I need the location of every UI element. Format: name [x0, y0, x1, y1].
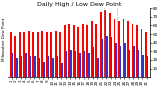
- Bar: [91, 21, 93, 77]
- Bar: [87, 25, 88, 77]
- Bar: [147, 56, 148, 77]
- Bar: [34, 56, 36, 77]
- Bar: [127, 21, 129, 77]
- Bar: [104, 10, 106, 77]
- Bar: [75, 51, 76, 77]
- Bar: [14, 36, 16, 77]
- Bar: [55, 31, 57, 77]
- Bar: [115, 43, 117, 77]
- Bar: [102, 39, 103, 77]
- Bar: [21, 56, 22, 77]
- Bar: [73, 25, 75, 77]
- Bar: [132, 24, 133, 77]
- Bar: [23, 32, 25, 77]
- Bar: [140, 29, 142, 77]
- Bar: [118, 21, 120, 77]
- Bar: [100, 12, 102, 77]
- Bar: [39, 58, 40, 77]
- Bar: [46, 32, 48, 77]
- Text: Milwaukee Dew Point: Milwaukee Dew Point: [2, 17, 6, 61]
- Bar: [124, 43, 126, 77]
- Bar: [97, 58, 99, 77]
- Bar: [32, 32, 34, 77]
- Bar: [60, 32, 61, 77]
- Bar: [82, 24, 84, 77]
- Bar: [25, 53, 27, 77]
- Bar: [61, 63, 63, 77]
- Bar: [93, 47, 94, 77]
- Bar: [57, 56, 58, 77]
- Bar: [12, 53, 13, 77]
- Bar: [43, 62, 45, 77]
- Title: Daily High / Low Dew Point: Daily High / Low Dew Point: [37, 2, 121, 7]
- Bar: [120, 46, 121, 77]
- Bar: [79, 53, 81, 77]
- Bar: [138, 50, 140, 77]
- Bar: [142, 55, 144, 77]
- Bar: [48, 56, 49, 77]
- Bar: [64, 25, 66, 77]
- Bar: [133, 46, 135, 77]
- Bar: [66, 51, 67, 77]
- Bar: [109, 13, 111, 77]
- Bar: [88, 53, 90, 77]
- Bar: [19, 32, 21, 77]
- Bar: [28, 31, 30, 77]
- Bar: [136, 25, 138, 77]
- Bar: [129, 50, 130, 77]
- Bar: [77, 27, 79, 77]
- Bar: [52, 58, 54, 77]
- Bar: [113, 19, 115, 77]
- Bar: [123, 19, 124, 77]
- Bar: [70, 50, 72, 77]
- Bar: [30, 56, 31, 77]
- Bar: [145, 32, 147, 77]
- Bar: [111, 37, 112, 77]
- Bar: [68, 24, 70, 77]
- Bar: [10, 32, 12, 77]
- Bar: [16, 58, 18, 77]
- Bar: [41, 31, 43, 77]
- Bar: [96, 24, 97, 77]
- Bar: [37, 32, 39, 77]
- Bar: [106, 36, 108, 77]
- Bar: [84, 51, 85, 77]
- Bar: [50, 32, 52, 77]
